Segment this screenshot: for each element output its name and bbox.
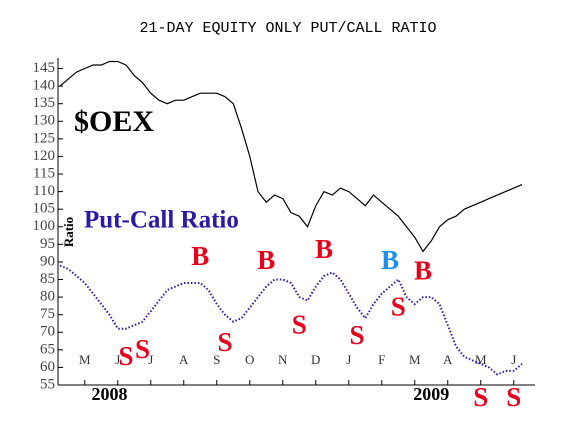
x-tick-label: A: [443, 352, 453, 367]
y-tick-label: 130: [33, 113, 56, 129]
y-tick-label: 70: [40, 324, 55, 340]
y-axis-label: Ratio: [61, 217, 76, 247]
annotation: S: [473, 382, 488, 412]
y-tick-label: 95: [40, 236, 55, 252]
x-tick-label: O: [245, 352, 254, 367]
y-tick-label: 145: [33, 60, 56, 76]
annotation: B: [414, 255, 432, 285]
y-tick-label: 135: [33, 95, 56, 111]
x-tick-label: J: [511, 352, 516, 367]
x-tick-label: J: [346, 352, 351, 367]
y-tick-label: 140: [33, 78, 56, 94]
annotation: S: [118, 341, 133, 371]
x-tick-label: J: [148, 352, 153, 367]
annotation: S: [135, 334, 150, 364]
annotation: S: [391, 292, 406, 322]
series-label: $OEX: [74, 105, 154, 138]
y-tick-label: 75: [40, 306, 55, 322]
x-tick-label: N: [278, 352, 288, 367]
y-tick-label: 110: [33, 183, 55, 199]
annotation: S: [217, 327, 232, 357]
y-tick-label: 125: [33, 130, 56, 146]
x-tick-label: D: [311, 352, 320, 367]
series-line: [59, 264, 523, 376]
annotation: S: [292, 309, 307, 339]
x-tick-label: J: [115, 352, 120, 367]
annotation: B: [381, 245, 399, 275]
annotation: B: [257, 245, 275, 275]
x-tick-label: S: [213, 352, 220, 367]
x-tick-label: A: [179, 352, 189, 367]
y-tick-label: 80: [40, 289, 55, 305]
y-tick-label: 105: [33, 201, 56, 217]
y-tick-label: 85: [40, 271, 55, 287]
y-tick-label: 120: [33, 148, 56, 164]
x-group-label: 2009: [413, 384, 449, 404]
annotation: S: [349, 320, 364, 350]
x-tick-label: M: [409, 352, 421, 367]
annotation: S: [506, 382, 521, 412]
y-tick-label: 55: [40, 376, 55, 392]
series-label: Put-Call Ratio: [84, 207, 239, 234]
x-tick-label: F: [378, 352, 385, 367]
y-tick-label: 60: [40, 359, 55, 375]
series-line: [59, 60, 523, 253]
chart-title: 21-DAY EQUITY ONLY PUT/CALL RATIO: [139, 20, 436, 37]
x-tick-label: M: [79, 352, 91, 367]
y-tick-label: 100: [33, 218, 56, 234]
x-tick-label: M: [475, 352, 487, 367]
y-tick-label: 65: [40, 341, 55, 357]
annotation: B: [315, 234, 333, 264]
y-tick-label: 90: [40, 253, 55, 269]
annotation: B: [191, 241, 209, 271]
y-tick-label: 115: [33, 165, 55, 181]
x-group-label: 2008: [92, 384, 128, 404]
